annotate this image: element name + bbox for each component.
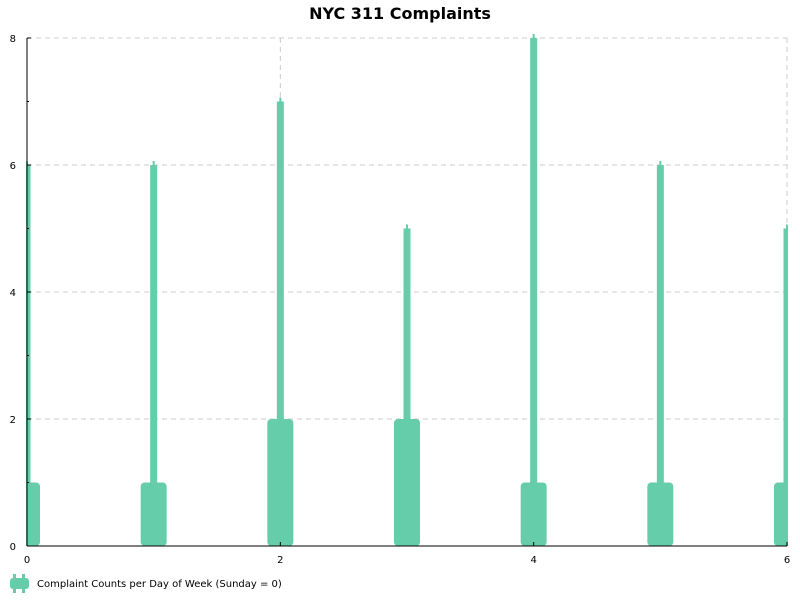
bar-base-0	[26, 482, 40, 546]
y-tick-label-2: 4	[10, 288, 16, 299]
x-tick-label-1: 2	[277, 555, 283, 566]
legend-label: Complaint Counts per Day of Week (Sunday…	[37, 579, 282, 590]
bar-peak-4	[530, 38, 538, 546]
bar-peak-5	[656, 165, 664, 546]
legend-swatch-base	[10, 578, 29, 589]
x-tick-label-0: 0	[24, 555, 30, 566]
bars	[26, 34, 788, 546]
bar-peak-tip-6	[786, 224, 788, 229]
y-tick-label-3: 6	[10, 161, 16, 172]
bar-peak-tip-1	[152, 161, 155, 165]
y-tick-label-1: 2	[10, 415, 16, 426]
chart-title: NYC 311 Complaints	[309, 4, 491, 23]
bar-group	[26, 34, 788, 546]
bar-base-5	[647, 482, 674, 546]
legend: Complaint Counts per Day of Week (Sunday…	[10, 574, 282, 593]
bar-peak-tip-3	[406, 224, 408, 229]
bar-peak-tip-2	[279, 97, 282, 102]
tick-labels: 0 2 4 6 8 0 2 4 6	[10, 34, 791, 566]
bar-base-2	[267, 419, 294, 546]
bar-peak-2	[276, 101, 284, 546]
bar-base-3	[394, 419, 420, 546]
x-tick-label-2: 4	[530, 555, 536, 566]
y-tick-label-4: 8	[10, 34, 16, 45]
legend-swatch-spike-left	[13, 574, 16, 593]
bar-base-6	[774, 482, 788, 546]
bar-base-1	[140, 482, 167, 546]
bar-peak-tip-4	[532, 34, 535, 38]
bar-peak-1	[150, 165, 158, 546]
legend-swatch	[10, 574, 29, 593]
bar-peak-6	[783, 228, 788, 546]
bar-base-4	[520, 482, 547, 546]
x-tick-label-3: 6	[784, 555, 790, 566]
axes	[26, 37, 788, 547]
y-tick-label-0: 0	[10, 542, 16, 553]
bar-peak-tip-5	[659, 161, 662, 165]
legend-swatch-spike-right	[22, 574, 25, 593]
bar-peak-3	[403, 228, 411, 546]
